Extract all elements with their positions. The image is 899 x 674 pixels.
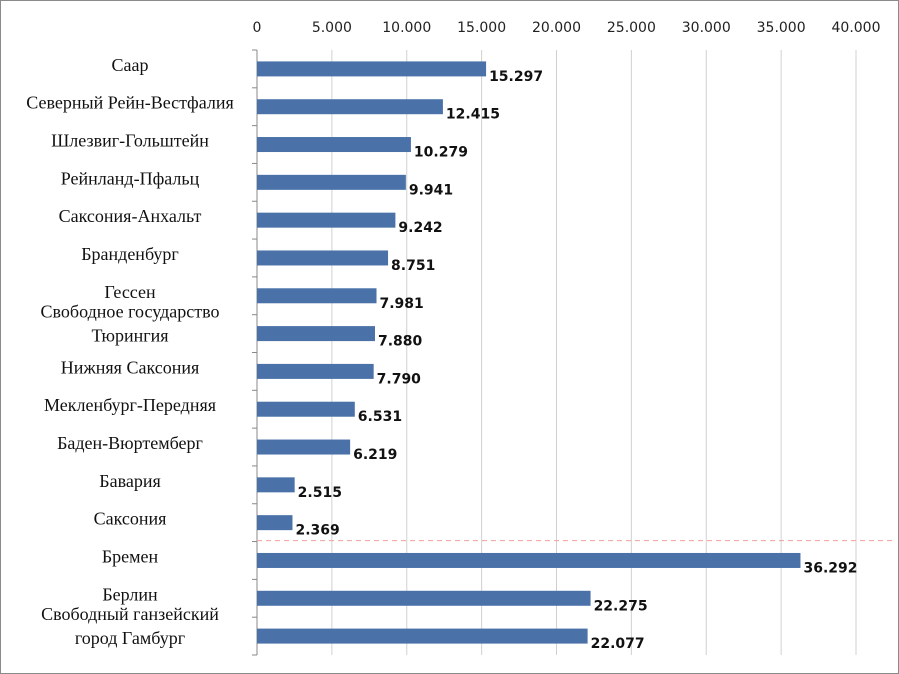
category-label: Шлезвиг-Гольштейн xyxy=(51,131,209,151)
bar xyxy=(257,99,443,115)
bar xyxy=(257,439,351,455)
value-label: 15.297 xyxy=(489,69,543,85)
bar xyxy=(257,250,389,266)
category-label: Саксония-Анхальт xyxy=(59,206,202,226)
bar xyxy=(257,628,588,644)
x-tick-label: 40.000 xyxy=(832,20,881,36)
category-label: Саар xyxy=(112,55,149,75)
x-tick-label: 20.000 xyxy=(532,20,581,36)
category-label: Тюрингия xyxy=(91,326,168,346)
value-label: 2.369 xyxy=(295,523,339,539)
bar xyxy=(257,477,295,493)
x-tick-label: 15.000 xyxy=(457,20,506,36)
value-label: 9.941 xyxy=(409,182,453,198)
bar xyxy=(257,401,355,417)
category-label: Гессен xyxy=(104,282,156,302)
bar xyxy=(257,326,376,342)
category-label: Баден-Вюртемберг xyxy=(57,433,203,453)
bar xyxy=(257,288,377,304)
category-label: Саксония xyxy=(94,509,167,529)
x-tick-label: 30.000 xyxy=(682,20,731,36)
value-label: 6.219 xyxy=(353,447,397,463)
bar xyxy=(257,552,801,568)
value-label: 7.880 xyxy=(378,334,423,350)
value-label: 10.279 xyxy=(414,145,468,161)
value-label: 22.275 xyxy=(594,598,648,614)
category-label: Нижняя Саксония xyxy=(61,357,200,377)
bar xyxy=(257,212,396,228)
category-label: Свободное государство xyxy=(41,302,220,322)
category-label: Северный Рейн-Вестфалия xyxy=(26,93,233,113)
value-label: 7.981 xyxy=(380,296,424,312)
bar xyxy=(257,61,487,77)
value-label: 12.415 xyxy=(446,107,500,123)
category-label: Мекленбург-Передняя xyxy=(44,395,216,415)
bar xyxy=(257,174,406,190)
category-label: Бавария xyxy=(99,471,161,491)
bar xyxy=(257,137,411,153)
category-label: Бранденбург xyxy=(81,244,179,264)
x-tick-label: 10.000 xyxy=(382,20,431,36)
value-label: 2.515 xyxy=(298,485,342,501)
value-label: 36.292 xyxy=(803,560,857,576)
category-label: Берлин xyxy=(102,584,158,604)
x-tick-label: 5.000 xyxy=(312,20,352,36)
category-label: Свободный ганзейский xyxy=(41,604,219,624)
x-tick-label: 0 xyxy=(253,20,262,36)
value-label: 7.790 xyxy=(377,371,422,387)
value-label: 6.531 xyxy=(358,409,402,425)
category-label: город Гамбург xyxy=(75,628,185,648)
bar xyxy=(257,515,293,531)
bar xyxy=(257,363,374,379)
value-label: 22.077 xyxy=(591,636,645,652)
category-label: Бремен xyxy=(102,546,159,566)
bar xyxy=(257,590,591,606)
value-label: 9.242 xyxy=(398,220,442,236)
x-tick-label: 25.000 xyxy=(607,20,656,36)
category-label: Рейнланд-Пфальц xyxy=(61,168,200,188)
x-tick-label: 35.000 xyxy=(757,20,806,36)
value-label: 8.751 xyxy=(391,258,435,274)
